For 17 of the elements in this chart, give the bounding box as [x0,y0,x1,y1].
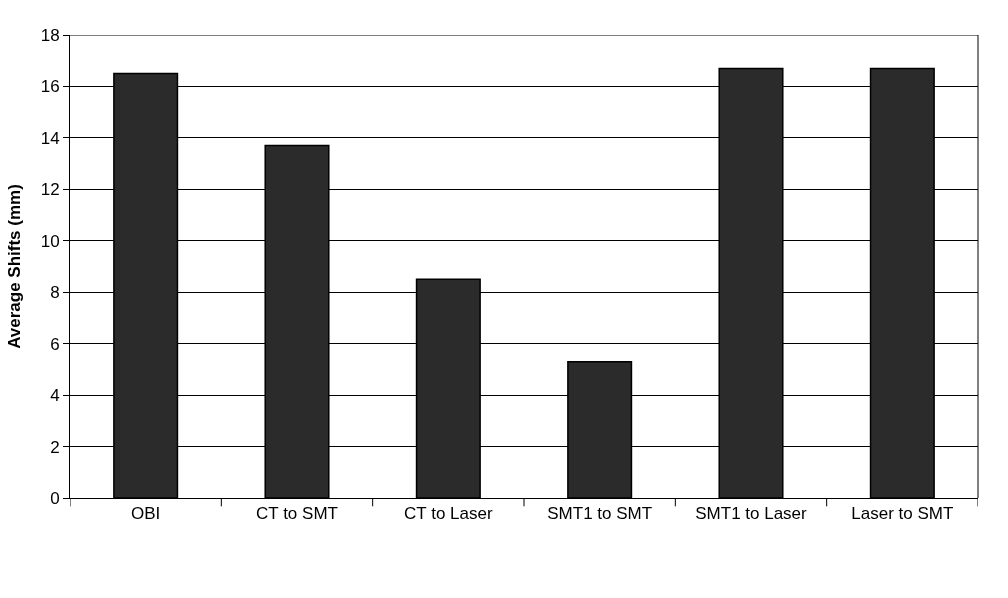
y-tick-label: 10 [40,231,60,251]
y-axis-title: Average Shifts (mm) [5,184,25,349]
x-tick-label: SMT1 to SMT [547,504,653,524]
y-tick-label: 16 [40,77,60,97]
x-tick-label: OBI [131,504,161,524]
x-tick-label: CT to Laser [404,504,493,524]
y-tick-label: 6 [50,334,60,354]
x-tick-label: Laser to SMT [851,504,954,524]
x-tick-label: SMT1 to Laser [695,504,808,524]
y-tick-label: 0 [50,488,60,508]
y-tick-label: 18 [40,25,60,45]
y-tick-label: 12 [40,180,60,200]
y-tick-label: 14 [40,128,60,148]
y-tick-label: 4 [50,386,60,406]
x-tick-label: CT to SMT [256,504,338,524]
y-tick-label: 8 [50,283,60,303]
y-tick-label: 2 [50,437,60,457]
